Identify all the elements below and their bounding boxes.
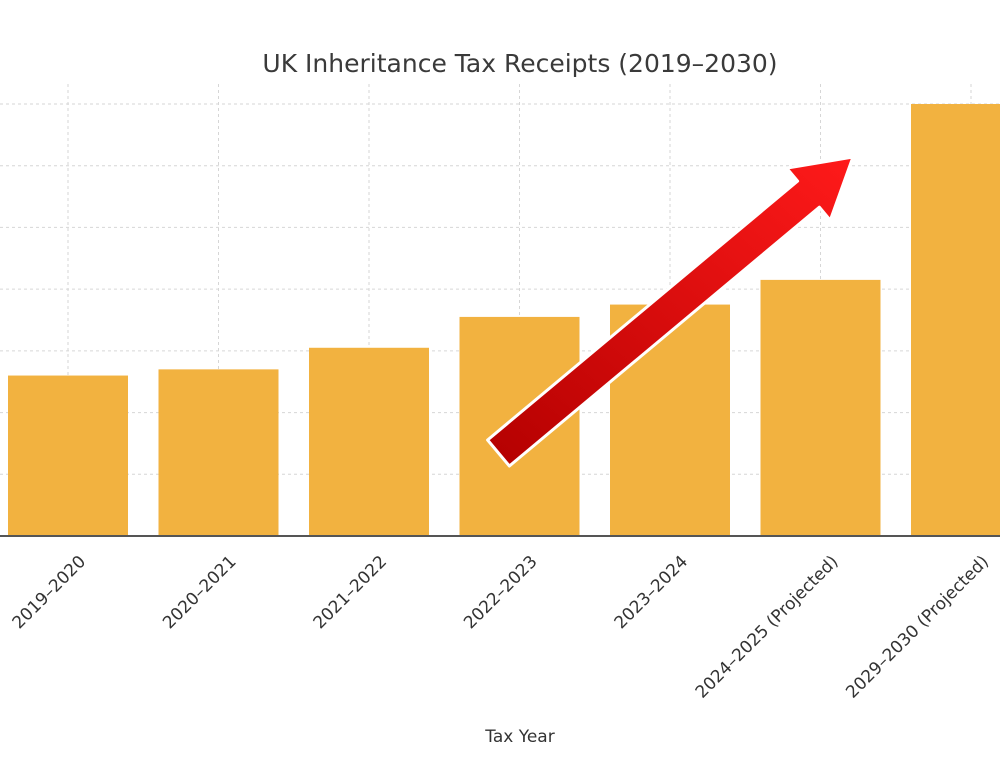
bar-0 [8,375,128,536]
trend-arrow-icon [486,155,855,468]
chart-title: UK Inheritance Tax Receipts (2019–2030) [262,49,777,78]
bar-1 [158,369,279,536]
x-tick-label: 2022–2023 [460,552,541,633]
x-tick-label: 2019–2020 [9,552,90,633]
x-tick-label: 2021–2022 [310,552,391,633]
x-tick-label: 2024–2025 (Projected) [692,552,843,703]
x-axis-label: Tax Year [484,727,554,747]
x-tick-label: 2029–2030 (Projected) [842,552,993,703]
x-tick-label: 2020–2021 [159,552,240,633]
x-tick-labels: 2019–2020 2020–2021 2021–2022 2022–2023 2023… [9,552,993,703]
bar-5 [760,279,881,536]
bar-6 [911,104,1000,536]
trend-arrow [486,155,855,468]
bar-2 [309,347,429,536]
x-tick-label: 2023–2024 [611,552,692,633]
bars [8,104,1000,536]
